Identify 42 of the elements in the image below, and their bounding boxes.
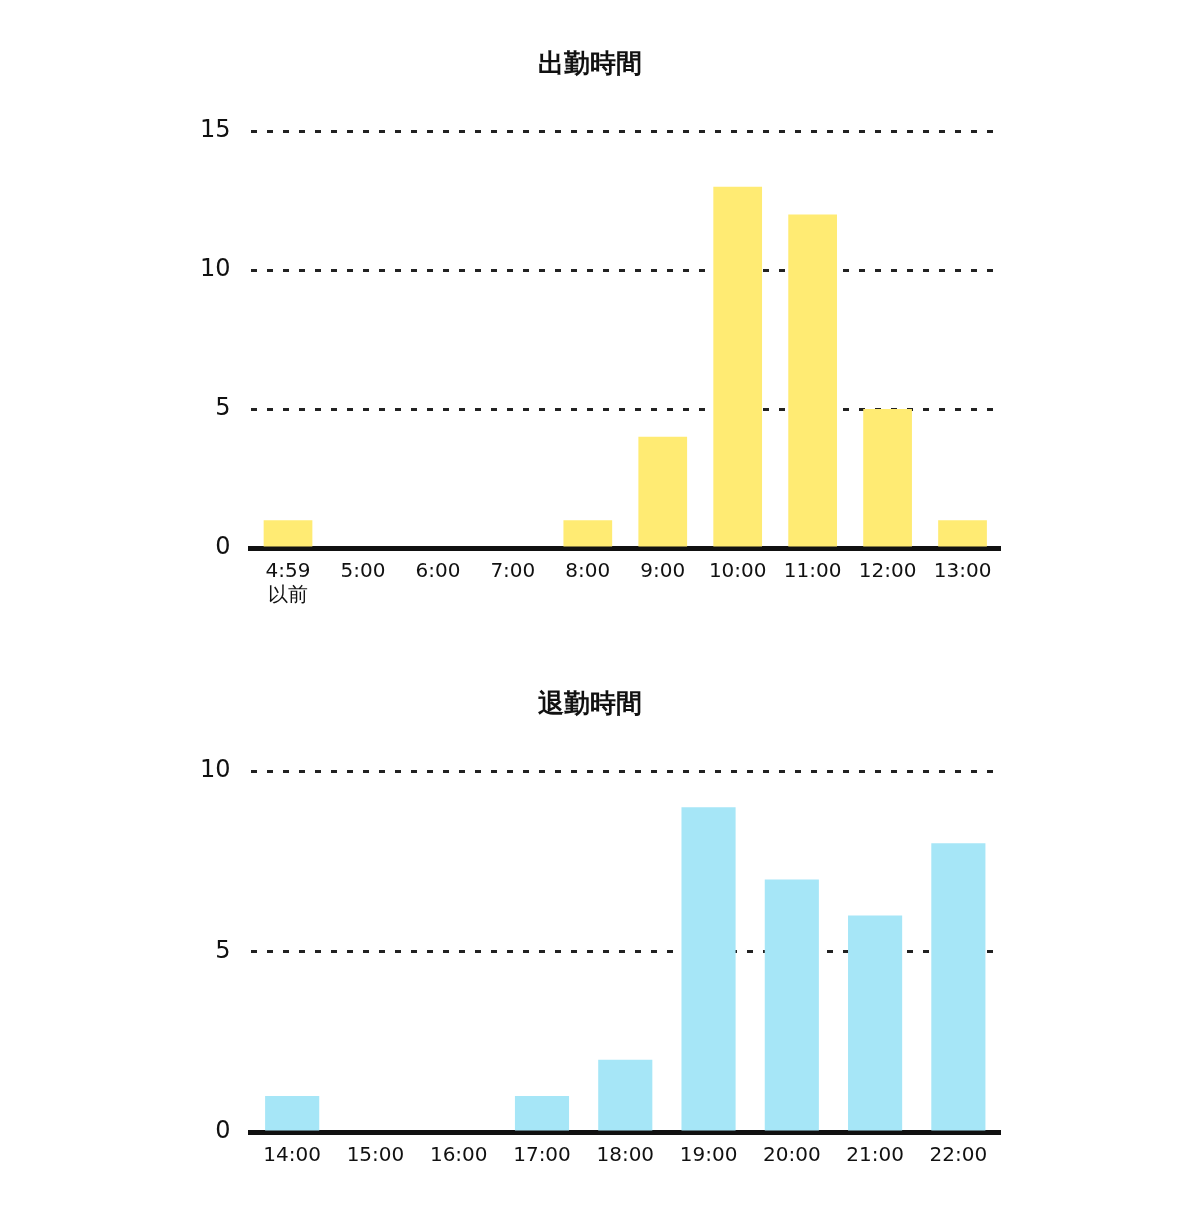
bar [764,879,819,1131]
x-tick-label: 4:59 以前 [265,558,311,607]
x-tick-label: 11:00 [783,558,842,583]
x-tick-label: 12:00 [858,558,917,583]
x-tick-label: 16:00 [429,1142,488,1167]
bar [598,1059,653,1131]
bar [681,807,736,1131]
bar [931,843,986,1131]
y-tick-label: 10 [199,254,231,283]
x-tick-label: 7:00 [490,558,536,583]
x-tick-label: 21:00 [846,1142,904,1167]
x-tick-label: 14:00 [263,1142,321,1167]
bar [638,436,688,547]
x-tick-label: 18:00 [596,1142,655,1167]
x-tick-label: 17:00 [513,1142,571,1167]
y-tick-label: 0 [215,1116,231,1145]
x-tick-label: 15:00 [346,1142,405,1167]
y-tick-label: 5 [215,935,231,964]
bar [514,1095,570,1131]
y-tick-label: 10 [199,755,231,784]
bar [263,520,313,547]
chart-title: 出勤時間 [538,48,642,79]
bar [863,409,912,547]
bar [713,186,763,547]
x-tick-label: 5:00 [340,558,386,583]
bar [848,915,903,1131]
x-tick-label: 13:00 [933,558,992,583]
y-tick-label: 15 [199,115,231,144]
x-tick-label: 8:00 [565,558,611,583]
x-tick-label: 6:00 [415,558,461,583]
bar [938,520,987,547]
x-tick-label: 19:00 [679,1142,738,1167]
x-tick-label: 10:00 [708,558,767,583]
chart-title: 退勤時間 [538,688,642,719]
x-tick-label: 20:00 [763,1142,821,1167]
bar [788,214,837,547]
x-tick-label: 9:00 [640,558,686,583]
bar [265,1095,320,1131]
x-tick-label: 22:00 [929,1142,988,1167]
y-tick-label: 0 [215,532,231,561]
bar [563,520,613,547]
y-tick-label: 5 [215,393,231,422]
